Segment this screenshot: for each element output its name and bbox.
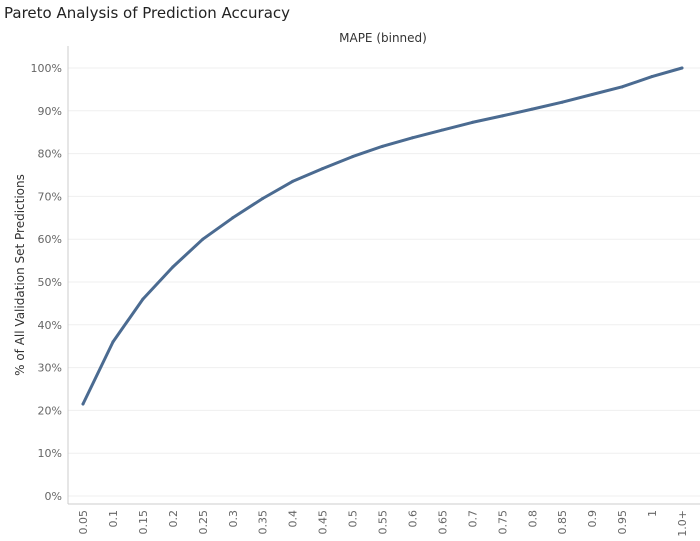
x-tick-label: 0.35 xyxy=(257,510,270,535)
y-tick-label: 20% xyxy=(38,404,62,417)
y-tick-label: 10% xyxy=(38,447,62,460)
data-point xyxy=(111,340,115,344)
series-layer xyxy=(81,66,684,406)
x-tick-label: 0.85 xyxy=(556,510,569,535)
x-tick-label: 0.4 xyxy=(287,510,300,528)
data-point xyxy=(470,120,474,124)
x-tick-label: 0.1 xyxy=(107,510,120,528)
y-tick-label: 100% xyxy=(31,62,62,75)
y-tick-label: 40% xyxy=(38,319,62,332)
data-point xyxy=(650,75,654,79)
x-tick-label: 0.95 xyxy=(616,510,629,535)
x-tick-label: 0.2 xyxy=(167,510,180,528)
x-tick-label: 0.05 xyxy=(77,510,90,535)
x-tick-label: 1.0+ xyxy=(676,510,689,537)
y-tick-label: 0% xyxy=(45,490,62,503)
y-tick-label: 80% xyxy=(38,148,62,161)
data-point xyxy=(680,66,684,70)
x-tick-label: 0.65 xyxy=(436,510,449,535)
data-point xyxy=(231,216,235,220)
x-tick-label: 0.9 xyxy=(586,510,599,528)
data-point xyxy=(171,265,175,269)
x-axis-title: MAPE (binned) xyxy=(339,31,427,45)
x-tick-label: 0.8 xyxy=(526,510,539,528)
data-point xyxy=(141,297,145,301)
x-tick-label: 0.3 xyxy=(227,510,240,528)
gridlines xyxy=(68,67,700,497)
data-point xyxy=(291,179,295,183)
y-tick-label: 30% xyxy=(38,362,62,375)
data-point xyxy=(500,114,504,118)
data-point xyxy=(261,197,265,201)
data-point xyxy=(530,107,534,111)
axes xyxy=(67,46,700,505)
data-point xyxy=(620,85,624,89)
x-tick-label: 0.55 xyxy=(377,510,390,535)
x-tick-label: 1 xyxy=(646,510,659,517)
data-point xyxy=(381,144,384,148)
data-point xyxy=(321,167,325,171)
y-tick-labels: 0% 10% 20% 30% 40% 50% 60% 70% 80% 90% 100% xyxy=(31,62,62,503)
chart-title: Pareto Analysis of Prediction Accuracy xyxy=(4,4,291,22)
series-line xyxy=(81,66,684,406)
data-point xyxy=(81,402,85,406)
x-tick-labels: 0.05 0.1 0.15 0.2 0.25 0.3 0.35 0.4 0.45 0.5 0.55 0… xyxy=(77,510,689,537)
data-point xyxy=(201,237,205,241)
data-point xyxy=(351,155,355,159)
x-tick-label: 0.15 xyxy=(137,510,150,535)
x-tick-label: 0.25 xyxy=(197,510,210,535)
data-point xyxy=(560,100,564,104)
x-tick-label: 0.6 xyxy=(406,510,419,528)
data-point xyxy=(590,93,594,97)
y-tick-label: 90% xyxy=(38,105,62,118)
x-tick-label: 0.45 xyxy=(317,510,330,535)
x-tick-label: 0.75 xyxy=(496,510,509,535)
x-tick-label: 0.5 xyxy=(347,510,360,528)
y-tick-label: 50% xyxy=(38,276,62,289)
data-point xyxy=(440,128,444,132)
data-point xyxy=(410,136,414,140)
y-tick-label: 70% xyxy=(38,190,62,203)
y-tick-label: 60% xyxy=(38,233,62,246)
x-tick-label: 0.7 xyxy=(466,510,479,528)
y-axis-title: % of All Validation Set Predictions xyxy=(13,174,27,376)
